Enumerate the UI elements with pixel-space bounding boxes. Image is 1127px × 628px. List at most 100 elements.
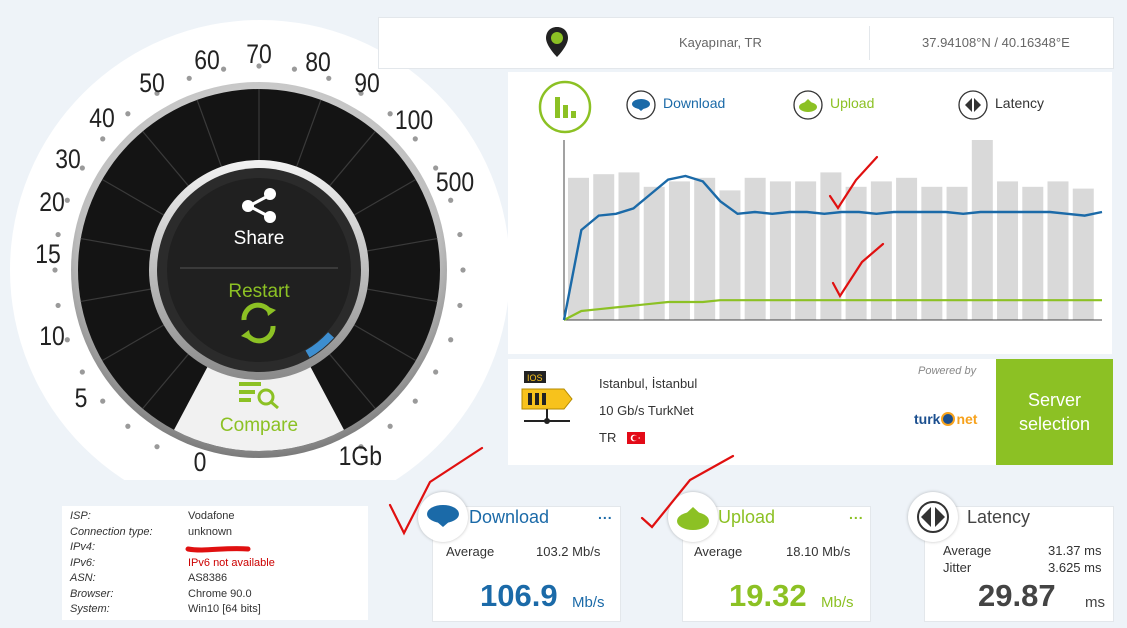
- isp-row-key: Browser:: [70, 587, 114, 600]
- speed-gauge: [10, 20, 510, 480]
- jitter-value: 3.625 ms: [1048, 560, 1102, 575]
- latency-bar: [896, 177, 918, 320]
- download-speed-value: 106.9: [480, 578, 558, 613]
- latency-bar: [1022, 186, 1044, 320]
- isp-row-key: ASN:: [70, 572, 96, 584]
- download-badge: [418, 492, 468, 542]
- server-icon: IOS: [521, 371, 573, 424]
- progress-arc: [305, 332, 335, 358]
- download-legend-icon: [626, 90, 656, 120]
- latency-value: 29.87: [978, 578, 1056, 613]
- scale-label: 80: [305, 47, 332, 78]
- powered-by-label: Powered by: [918, 365, 977, 377]
- latency-bar: [769, 181, 791, 320]
- latency-bar: [997, 181, 1019, 320]
- legend-upload[interactable]: Upload: [830, 95, 875, 111]
- location-pin-icon: [546, 27, 568, 57]
- chart-panel: Download Upload Latency: [508, 72, 1112, 354]
- download-more-dots[interactable]: ...: [598, 506, 613, 522]
- server-provider: 10 Gb/s TurkNet: [599, 403, 694, 418]
- scale-label: 60: [194, 45, 220, 76]
- legend-download[interactable]: Download: [663, 95, 726, 111]
- svg-text:IOS: IOS: [527, 373, 543, 383]
- scale-label: 50: [138, 67, 165, 98]
- upload-speed-value: 19.32: [729, 578, 807, 613]
- legend-latency[interactable]: Latency: [995, 95, 1045, 111]
- latency-title: Latency: [967, 507, 1031, 527]
- upload-badge: [668, 492, 718, 542]
- location-city: Kayapınar, TR: [679, 35, 762, 50]
- latency-icon: [917, 501, 949, 533]
- upload-title: Upload: [718, 507, 776, 527]
- latency-bar: [694, 177, 716, 320]
- scale-label: 15: [34, 239, 61, 270]
- upload-legend-icon: [793, 90, 823, 120]
- server-selection-button[interactable]: Server selection: [996, 359, 1113, 465]
- scale-label: 30: [55, 144, 82, 174]
- scale-label: 0: [193, 447, 207, 478]
- latency-bar: [820, 172, 842, 320]
- isp-row-value: AS8386: [188, 572, 228, 584]
- isp-row-value: IPv6 not available: [188, 556, 275, 569]
- upload-average-value: 18.10 Mb/s: [786, 544, 851, 559]
- latency-bar: [1047, 181, 1069, 320]
- upload-series-line: [563, 299, 1102, 321]
- latency-bar: [668, 181, 690, 320]
- latency-average-value: 31.37 ms: [1048, 543, 1102, 558]
- turknet-logo-dot: [941, 412, 956, 426]
- download-average-label: Average: [446, 544, 495, 559]
- server-country: TR: [599, 430, 617, 445]
- download-title: Download: [469, 507, 550, 527]
- download-icon: [427, 505, 459, 527]
- upload-speed-unit: Mb/s: [821, 594, 854, 611]
- latency-unit: ms: [1085, 594, 1105, 611]
- share-icon[interactable]: [242, 188, 276, 223]
- server-panel: IOS Istanbul, İstanbul 10 Gb/s TurkNet T…: [508, 359, 996, 465]
- compare-button[interactable]: Compare: [219, 415, 299, 436]
- scale-label: 10: [38, 321, 65, 352]
- upload-icon: [677, 507, 709, 530]
- scale-label: 90: [353, 67, 380, 98]
- restart-icon[interactable]: [241, 302, 276, 344]
- speed-chart: [562, 140, 1103, 321]
- latency-badge: [908, 492, 958, 542]
- compare-icon[interactable]: [239, 382, 279, 410]
- scale-label: 5: [74, 383, 88, 414]
- upload-average-label: Average: [694, 544, 743, 559]
- latency-bar: [795, 181, 817, 320]
- scale-label: 1Gb: [338, 441, 382, 472]
- isp-row-value: Win10 [64 bits]: [188, 603, 261, 615]
- server-city: Istanbul, İstanbul: [599, 376, 698, 391]
- scale-label: 20: [38, 186, 65, 217]
- download-average-value: 103.2 Mb/s: [536, 544, 601, 559]
- isp-row-key: ISP:: [70, 510, 91, 522]
- isp-row-key: IPv4:: [70, 541, 96, 553]
- latency-legend-icon: [958, 90, 988, 120]
- upload-more-dots[interactable]: ...: [849, 506, 864, 522]
- isp-row-key: IPv6:: [70, 556, 96, 569]
- share-button[interactable]: Share: [233, 228, 285, 249]
- latency-average-label: Average: [943, 543, 992, 558]
- location-coordinates: 37.94108°N / 40.16348°E: [922, 35, 1070, 50]
- isp-row-key: Connection type:: [70, 525, 153, 538]
- latency-bar: [1072, 188, 1094, 320]
- isp-row-key: System:: [70, 603, 110, 615]
- location-bar: Kayapınar, TR 37.94108°N / 40.16348°E: [378, 17, 1114, 69]
- isp-row-value: Vodafone: [188, 510, 235, 522]
- scale-label: 40: [89, 102, 115, 133]
- jitter-label: Jitter: [943, 560, 972, 575]
- download-series-line: [562, 174, 1103, 321]
- latency-bar: [593, 174, 615, 320]
- latency-bar: [719, 190, 741, 320]
- turkey-flag-icon: [627, 432, 645, 444]
- scale-label: 500: [436, 166, 475, 197]
- latency-bar: [618, 172, 640, 320]
- scale-label: 100: [394, 104, 433, 135]
- latency-bar: [971, 140, 993, 320]
- chart-type-icon[interactable]: [538, 80, 592, 134]
- isp-row-value: Chrome 90.0: [188, 587, 252, 600]
- isp-info-box: ISP: Vodafone Connection type: unknown IPv4:…: [62, 506, 368, 620]
- latency-bar: [744, 177, 766, 320]
- restart-button[interactable]: Restart: [228, 281, 290, 302]
- scale-label: 70: [246, 39, 272, 69]
